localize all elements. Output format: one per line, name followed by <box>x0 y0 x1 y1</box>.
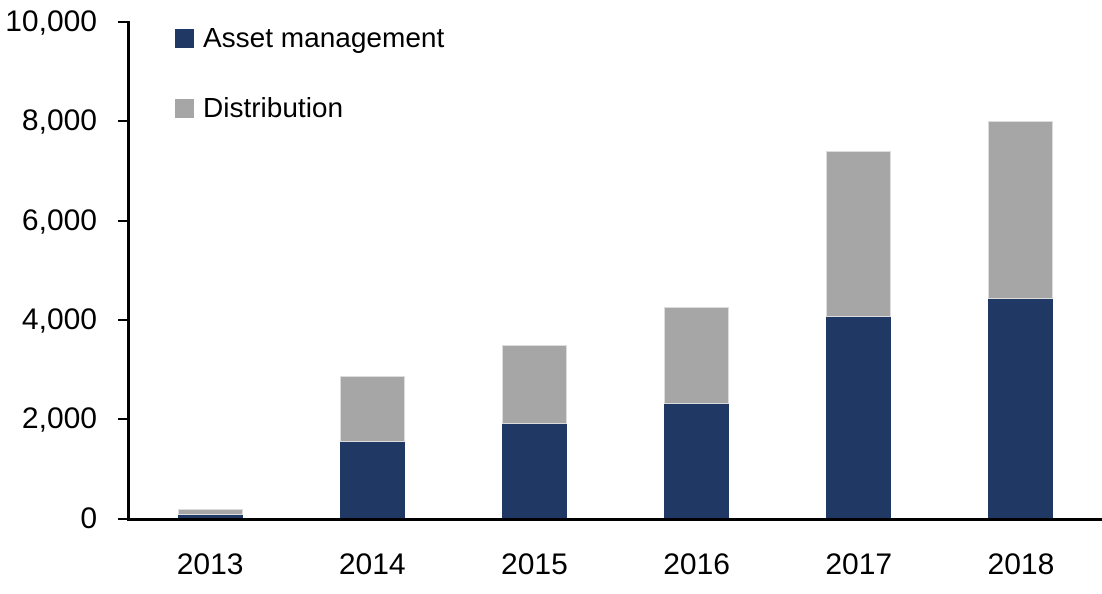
bar-segment-2016-asset-management <box>664 404 730 519</box>
bar-segment-2013-distribution <box>177 508 243 515</box>
bar-segment-2015-distribution <box>501 344 567 425</box>
y-axis-line <box>127 21 130 521</box>
bar-segment-2018-distribution <box>988 121 1054 299</box>
y-axis-tick-label: 10,000 <box>5 5 97 38</box>
bar-segment-2014-asset-management <box>339 441 405 519</box>
bar-segment-2014-distribution <box>339 376 405 442</box>
legend-item-asset-management: Asset management <box>175 24 444 52</box>
x-axis-label-2018: 2018 <box>987 548 1055 581</box>
x-axis-label-2016: 2016 <box>663 548 730 581</box>
bar-segment-2017-distribution <box>826 151 892 318</box>
x-axis-label-2017: 2017 <box>825 548 893 581</box>
y-axis-tick <box>118 120 128 123</box>
y-axis-tick <box>118 517 128 520</box>
y-axis-tick-label: 2,000 <box>21 402 97 436</box>
bar-segment-2017-asset-management <box>826 317 892 519</box>
x-axis-label-2013: 2013 <box>176 548 244 581</box>
bar-segment-2016-distribution <box>664 307 730 405</box>
legend-label-asset-management: Asset management <box>203 22 445 53</box>
y-axis-tick-label: 6,000 <box>21 203 97 237</box>
y-axis-tick <box>118 219 128 222</box>
legend-swatch-distribution-icon <box>175 98 194 118</box>
legend-swatch-asset-management-icon <box>175 28 194 48</box>
x-axis-label-2015: 2015 <box>501 548 568 581</box>
y-axis-tick <box>118 21 128 23</box>
y-axis-tick-label: 4,000 <box>21 302 97 336</box>
bar-segment-2018-asset-management <box>988 298 1054 519</box>
x-axis-line <box>127 518 1102 521</box>
legend-label-distribution: Distribution <box>203 92 344 123</box>
y-axis-tick-label: 8,000 <box>21 104 97 138</box>
y-axis-tick <box>118 418 128 421</box>
x-axis-label-2014: 2014 <box>338 548 406 581</box>
chart-legend: Asset management Distribution <box>175 24 444 122</box>
y-axis-tick <box>118 318 128 321</box>
y-axis-tick-label: 0 <box>80 501 97 535</box>
legend-item-distribution: Distribution <box>175 94 444 122</box>
bar-segment-2015-asset-management <box>501 424 567 519</box>
bar-segment-2013-asset-management <box>177 514 243 519</box>
